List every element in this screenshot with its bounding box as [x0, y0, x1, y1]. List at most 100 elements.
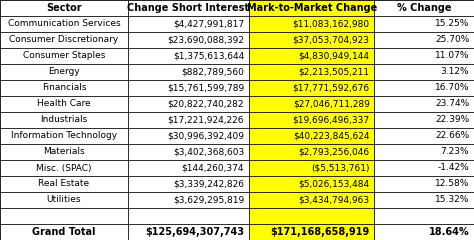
Bar — [249, 160, 374, 176]
Bar — [0, 176, 128, 192]
Bar — [0, 96, 128, 112]
Text: $4,427,991,817: $4,427,991,817 — [173, 19, 244, 29]
Bar — [374, 0, 474, 16]
Bar — [374, 96, 474, 112]
Bar — [374, 208, 474, 224]
Text: ($5,513,761): ($5,513,761) — [311, 163, 370, 173]
Text: Communication Services: Communication Services — [8, 19, 120, 29]
Bar — [374, 128, 474, 144]
Bar — [249, 48, 374, 64]
Text: 16.70%: 16.70% — [435, 84, 469, 92]
Text: 15.25%: 15.25% — [435, 19, 469, 29]
Text: $20,822,740,282: $20,822,740,282 — [168, 100, 244, 108]
Text: $30,996,392,409: $30,996,392,409 — [167, 132, 244, 140]
Bar — [0, 128, 128, 144]
Bar — [128, 208, 249, 224]
Bar — [374, 160, 474, 176]
Text: $3,339,242,826: $3,339,242,826 — [173, 180, 244, 188]
Text: 18.64%: 18.64% — [428, 227, 469, 237]
Bar — [374, 48, 474, 64]
Bar — [374, 224, 474, 240]
Text: Utilities: Utilities — [47, 196, 81, 204]
Text: $17,221,924,226: $17,221,924,226 — [168, 115, 244, 125]
Bar — [128, 0, 249, 16]
Text: $11,083,162,980: $11,083,162,980 — [292, 19, 370, 29]
Bar — [249, 192, 374, 208]
Bar — [0, 224, 128, 240]
Bar — [374, 112, 474, 128]
Text: Mark-to-Market Change: Mark-to-Market Change — [246, 3, 377, 13]
Text: 3.12%: 3.12% — [441, 67, 469, 77]
Text: $3,402,368,603: $3,402,368,603 — [173, 148, 244, 156]
Bar — [249, 80, 374, 96]
Bar — [0, 64, 128, 80]
Bar — [128, 176, 249, 192]
Text: $4,830,949,144: $4,830,949,144 — [299, 52, 370, 60]
Text: $40,223,845,624: $40,223,845,624 — [293, 132, 370, 140]
Text: 11.07%: 11.07% — [435, 52, 469, 60]
Text: $5,026,153,484: $5,026,153,484 — [299, 180, 370, 188]
Text: Consumer Staples: Consumer Staples — [23, 52, 105, 60]
Bar — [128, 80, 249, 96]
Text: $144,260,374: $144,260,374 — [182, 163, 244, 173]
Bar — [128, 224, 249, 240]
Text: $3,434,794,963: $3,434,794,963 — [299, 196, 370, 204]
Text: Misc. (SPAC): Misc. (SPAC) — [36, 163, 92, 173]
Text: 15.32%: 15.32% — [435, 196, 469, 204]
Bar — [128, 48, 249, 64]
Text: $19,696,496,337: $19,696,496,337 — [292, 115, 370, 125]
Text: $882,789,560: $882,789,560 — [181, 67, 244, 77]
Bar — [0, 144, 128, 160]
Bar — [249, 96, 374, 112]
Text: $125,694,307,743: $125,694,307,743 — [145, 227, 244, 237]
Bar — [0, 160, 128, 176]
Text: 25.70%: 25.70% — [435, 36, 469, 44]
Bar — [128, 64, 249, 80]
Text: 23.74%: 23.74% — [435, 100, 469, 108]
Bar — [128, 112, 249, 128]
Text: Sector: Sector — [46, 3, 82, 13]
Text: 22.39%: 22.39% — [435, 115, 469, 125]
Text: Information Technology: Information Technology — [11, 132, 117, 140]
Bar — [374, 144, 474, 160]
Bar — [249, 128, 374, 144]
Text: $15,761,599,789: $15,761,599,789 — [167, 84, 244, 92]
Bar — [374, 16, 474, 32]
Bar — [0, 112, 128, 128]
Bar — [249, 224, 374, 240]
Text: $17,771,592,676: $17,771,592,676 — [292, 84, 370, 92]
Text: 22.66%: 22.66% — [435, 132, 469, 140]
Text: Industrials: Industrials — [40, 115, 88, 125]
Text: $2,213,505,211: $2,213,505,211 — [299, 67, 370, 77]
Text: $27,046,711,289: $27,046,711,289 — [293, 100, 370, 108]
Bar — [0, 208, 128, 224]
Bar — [0, 32, 128, 48]
Bar — [0, 80, 128, 96]
Bar — [374, 192, 474, 208]
Bar — [249, 64, 374, 80]
Text: Energy: Energy — [48, 67, 80, 77]
Bar — [374, 80, 474, 96]
Bar — [128, 192, 249, 208]
Text: Materials: Materials — [43, 148, 85, 156]
Text: Health Care: Health Care — [37, 100, 91, 108]
Bar — [128, 144, 249, 160]
Bar — [249, 16, 374, 32]
Text: -1.42%: -1.42% — [438, 163, 469, 173]
Bar — [128, 128, 249, 144]
Text: $37,053,704,923: $37,053,704,923 — [293, 36, 370, 44]
Bar — [128, 16, 249, 32]
Bar — [128, 32, 249, 48]
Bar — [0, 48, 128, 64]
Bar — [249, 208, 374, 224]
Text: Grand Total: Grand Total — [32, 227, 96, 237]
Text: Consumer Discretionary: Consumer Discretionary — [9, 36, 119, 44]
Text: Real Estate: Real Estate — [38, 180, 90, 188]
Text: $1,375,613,644: $1,375,613,644 — [173, 52, 244, 60]
Text: 7.23%: 7.23% — [441, 148, 469, 156]
Bar — [128, 160, 249, 176]
Text: Financials: Financials — [42, 84, 86, 92]
Text: Change Short Interest: Change Short Interest — [128, 3, 249, 13]
Bar — [249, 176, 374, 192]
Bar — [249, 144, 374, 160]
